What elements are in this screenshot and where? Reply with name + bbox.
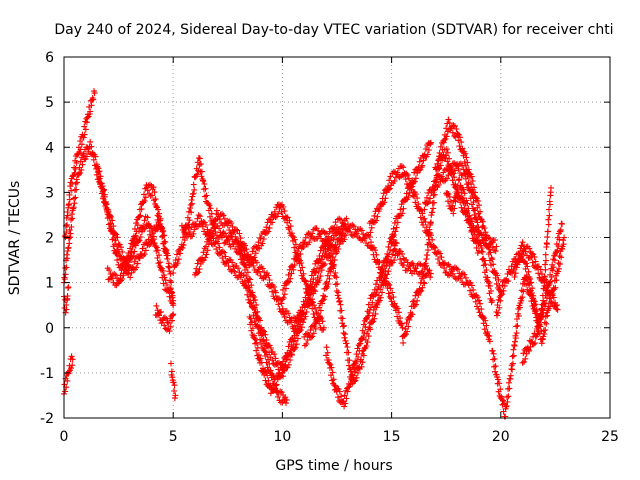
data-points [61, 88, 568, 420]
series-sat-q [366, 163, 493, 345]
series-markers [510, 239, 561, 313]
y-tick-label: 0 [45, 321, 54, 337]
x-tick-label: 10 [273, 429, 291, 445]
y-tick-label: 6 [45, 50, 54, 66]
series-sat-f [104, 181, 170, 289]
y-tick-label: 4 [45, 140, 54, 156]
series-markers [323, 139, 434, 410]
y-tick-label: 2 [45, 231, 54, 247]
y-tick-label: -1 [40, 366, 54, 382]
series-sat-g [152, 302, 177, 335]
y-tick-label: 1 [45, 276, 54, 292]
series-markers [443, 176, 482, 256]
x-tick-label: 15 [383, 429, 401, 445]
chart-title: Day 240 of 2024, Sidereal Day-to-day VTE… [54, 22, 613, 38]
series-markers [61, 353, 76, 397]
series-sat-z [510, 239, 561, 313]
series-sat-s [399, 116, 504, 346]
series-markers [489, 220, 565, 420]
series-markers [279, 225, 399, 387]
series-markers [246, 215, 351, 397]
y-tick-label: 3 [45, 185, 54, 201]
x-tick-label: 0 [60, 429, 69, 445]
series-sat-m [246, 215, 351, 397]
series-markers [399, 116, 504, 346]
y-tick-label: -2 [40, 411, 54, 427]
y-tick-label: 5 [45, 95, 54, 111]
series-markers [104, 181, 170, 289]
series-sat-c [61, 353, 76, 397]
series-markers [152, 302, 177, 335]
x-tick-label: 20 [492, 429, 510, 445]
series-markers [62, 88, 98, 241]
series-markers [61, 284, 72, 316]
axis-ticks: 0 5 10 15 20 25 -2 -1 0 1 2 3 4 5 6 [40, 50, 619, 445]
series-sat-h [168, 360, 179, 402]
x-tick-label: 5 [169, 429, 178, 445]
x-tick-label: 25 [601, 429, 619, 445]
x-axis-label: GPS time / hours [275, 458, 392, 474]
series-sat-b [62, 88, 98, 241]
grid [64, 57, 610, 418]
series-sat-d [61, 284, 72, 316]
series-sat-w [489, 220, 565, 420]
series-sat-p [323, 139, 434, 410]
series-sat-v [443, 176, 482, 256]
y-axis-label: SDTVAR / TECUs [7, 181, 23, 296]
series-sat-n [279, 225, 399, 387]
series-markers [168, 360, 179, 402]
series-markers [366, 163, 493, 345]
